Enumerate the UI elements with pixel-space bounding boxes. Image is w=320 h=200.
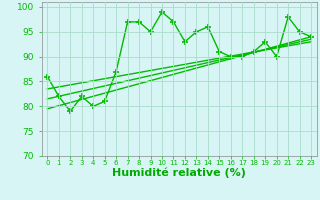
X-axis label: Humidité relative (%): Humidité relative (%) — [112, 168, 246, 178]
